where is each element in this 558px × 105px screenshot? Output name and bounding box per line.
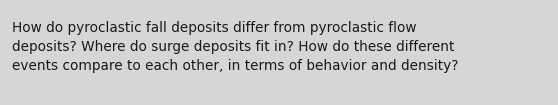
- Text: How do pyroclastic fall deposits differ from pyroclastic flow
deposits? Where do: How do pyroclastic fall deposits differ …: [12, 21, 459, 73]
